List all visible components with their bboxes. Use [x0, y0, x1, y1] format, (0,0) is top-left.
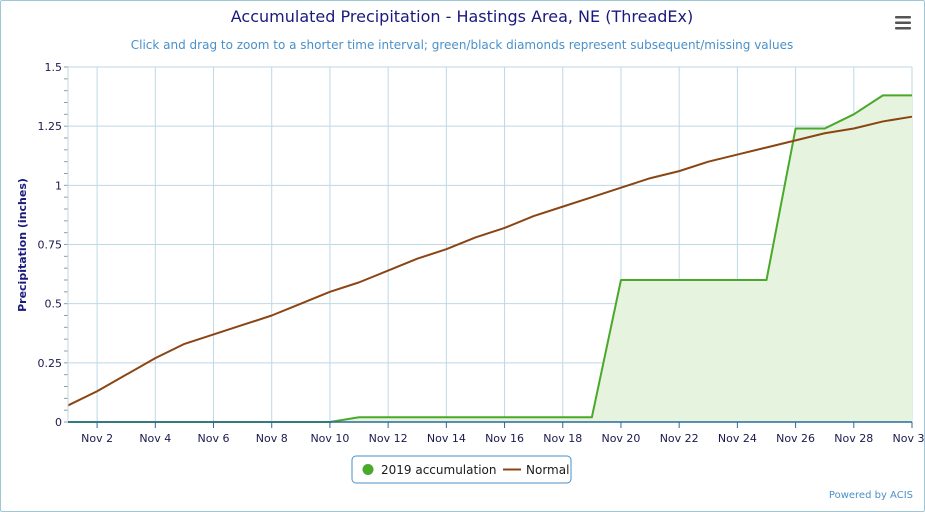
legend-item-normal[interactable]: Normal	[526, 463, 569, 477]
x-tick-label: Nov 10	[310, 432, 349, 445]
legend-box	[351, 455, 572, 484]
y-tick-label: 1.25	[38, 120, 63, 133]
y-tick-label: 0.5	[45, 298, 63, 311]
x-tick-label: Nov 30	[893, 432, 925, 445]
x-tick-label: Nov 28	[834, 432, 873, 445]
x-tick-labels: Nov 2 Nov 4 Nov 6 Nov 8 Nov 10 Nov 12 Nov 14 No…	[81, 432, 925, 445]
y-tick-labels: 0 0.25 0.5 0.75 1 1.25 1.5	[38, 61, 63, 429]
x-tick-label: Nov 6	[198, 432, 230, 445]
x-tick-label: Nov 2	[81, 432, 113, 445]
x-tick-label: Nov 18	[543, 432, 582, 445]
y-axis-label: Precipitation (inches)	[16, 178, 29, 312]
series-area-accumulation	[68, 95, 912, 423]
chart-subtitle: Click and drag to zoom to a shorter time…	[131, 38, 793, 52]
y-tick-label: 1.5	[45, 61, 63, 74]
x-tick-label: Nov 12	[369, 432, 408, 445]
x-tick-label: Nov 4	[139, 432, 171, 445]
x-tick-label: Nov 26	[776, 432, 815, 445]
y-tick-label: 0.25	[38, 357, 63, 370]
legend-item-accumulation[interactable]: 2019 accumulation	[381, 463, 496, 477]
area-layer	[68, 95, 912, 423]
x-tick-label: Nov 16	[485, 432, 524, 445]
chart-title: Accumulated Precipitation - Hastings Are…	[231, 7, 693, 26]
x-tick-label: Nov 24	[718, 432, 757, 445]
x-tick-label: Nov 22	[660, 432, 699, 445]
legend[interactable]: 2019 accumulation Normal	[351, 455, 572, 484]
y-tick-label: 0	[55, 416, 62, 429]
series-line-normal[interactable]	[67, 115, 913, 407]
credit-link[interactable]: Powered by ACIS	[829, 490, 913, 501]
y-tick-label: 0.75	[38, 239, 63, 252]
legend-marker-accumulation	[362, 464, 374, 475]
y-tick-label: 1	[55, 179, 62, 192]
x-tick-label: Nov 8	[256, 432, 288, 445]
axes	[64, 66, 913, 428]
hamburger-menu-icon[interactable]	[893, 13, 919, 33]
x-tick-label: Nov 20	[601, 432, 640, 445]
x-tick-label: Nov 14	[427, 432, 466, 445]
